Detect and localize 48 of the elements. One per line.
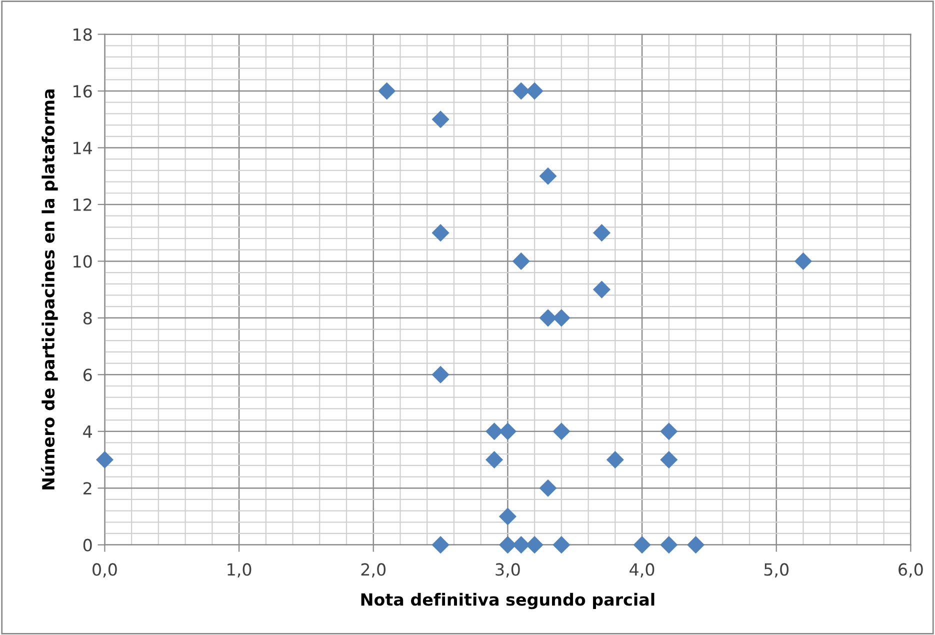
point bbox=[432, 536, 450, 554]
y-tick-label: 0 bbox=[83, 538, 92, 552]
point bbox=[512, 82, 530, 100]
x-tick-label: 1,0 bbox=[228, 563, 252, 578]
point bbox=[512, 252, 530, 270]
x-tick-label: 3,0 bbox=[496, 563, 520, 578]
point bbox=[526, 536, 544, 554]
x-tick-label: 0,0 bbox=[92, 563, 117, 578]
y-tick-label: 10 bbox=[74, 255, 92, 268]
point bbox=[432, 110, 450, 128]
point bbox=[498, 508, 516, 526]
point bbox=[432, 366, 450, 384]
point bbox=[96, 450, 114, 469]
point bbox=[539, 309, 557, 327]
point bbox=[539, 479, 557, 497]
y-tick-label: 2 bbox=[84, 482, 92, 494]
point bbox=[660, 422, 678, 440]
point bbox=[512, 536, 530, 554]
x-axis-title: Nota definitiva segundo parcial bbox=[361, 592, 654, 610]
point bbox=[686, 536, 705, 554]
x-tick-label: 5,0 bbox=[764, 563, 789, 578]
point bbox=[526, 82, 544, 100]
x-tick-label: 2,0 bbox=[361, 563, 386, 578]
y-tick-label: 16 bbox=[74, 84, 92, 98]
point bbox=[660, 536, 678, 554]
y-tick-label: 14 bbox=[74, 142, 92, 154]
y-tick-label: 4 bbox=[83, 426, 92, 438]
y-axis-title: Número de participacines en la plataforma bbox=[41, 90, 58, 490]
point bbox=[592, 224, 611, 242]
y-tick-label: 12 bbox=[74, 198, 92, 211]
point bbox=[432, 224, 450, 242]
point bbox=[660, 450, 678, 469]
point bbox=[378, 82, 396, 100]
point bbox=[633, 536, 651, 554]
point bbox=[498, 536, 516, 554]
y-tick-label: 6 bbox=[83, 368, 92, 382]
x-tick-label: 6,0 bbox=[898, 563, 923, 578]
point bbox=[592, 280, 611, 298]
y-tick-label: 18 bbox=[74, 28, 92, 41]
point bbox=[539, 167, 557, 185]
point bbox=[552, 536, 570, 554]
point bbox=[794, 252, 812, 270]
point bbox=[552, 422, 570, 440]
point bbox=[485, 450, 504, 469]
point bbox=[606, 450, 624, 469]
x-tick-label: 4,0 bbox=[630, 563, 654, 578]
y-tick-label: 8 bbox=[83, 312, 92, 324]
point bbox=[552, 309, 570, 327]
